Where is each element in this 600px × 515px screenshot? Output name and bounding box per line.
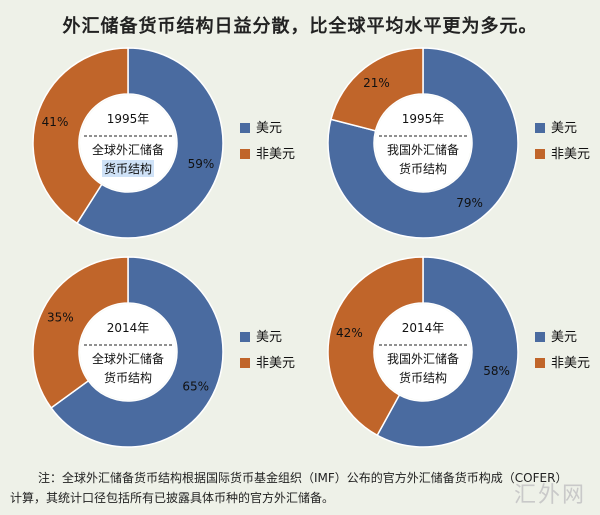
donut-label-line-2: 货币结构 bbox=[399, 370, 447, 385]
usd-slice bbox=[76, 47, 224, 239]
legend-non-usd-label: 非美元 bbox=[551, 147, 590, 162]
legend-usd-label: 美元 bbox=[256, 330, 282, 345]
donut-center bbox=[375, 95, 471, 191]
legend-usd-swatch bbox=[535, 332, 545, 342]
donut-label-line-2: 货币结构 bbox=[399, 161, 447, 176]
label-highlight bbox=[102, 160, 154, 177]
donut-label-line-1: 全球外汇储备 bbox=[92, 142, 164, 157]
footnote-line-2: 计算，其统计口径包括所有已披露具体币种的官方外汇储备。 bbox=[10, 491, 335, 505]
legend-usd-swatch bbox=[240, 123, 250, 133]
donut-label-line-2: 货币结构 bbox=[104, 161, 152, 176]
donut-label-line-1: 我国外汇储备 bbox=[387, 351, 459, 366]
donut-year: 2014年 bbox=[402, 321, 445, 335]
non-usd-slice bbox=[32, 47, 129, 225]
legend-usd-label: 美元 bbox=[551, 121, 577, 136]
usd-slice bbox=[327, 47, 519, 239]
usd-slice bbox=[376, 256, 519, 448]
non-usd-percent-label: 41% bbox=[42, 115, 69, 129]
donut-year: 1995年 bbox=[107, 112, 150, 126]
legend-usd-swatch bbox=[240, 332, 250, 342]
donut-center bbox=[80, 304, 176, 400]
donut-label-line-1: 我国外汇储备 bbox=[387, 142, 459, 157]
legend-non-usd-swatch bbox=[240, 149, 250, 159]
legend-usd-swatch bbox=[535, 123, 545, 133]
donut-center bbox=[375, 304, 471, 400]
non-usd-slice bbox=[327, 256, 424, 437]
non-usd-percent-label: 35% bbox=[47, 310, 74, 324]
footnote: 注：全球外汇储备货币结构根据国际货币基金组织（IMF）公布的官方外汇储备货币构成… bbox=[10, 468, 590, 508]
footnote-line-1: 注：全球外汇储备货币结构根据国际货币基金组织（IMF）公布的官方外汇储备货币构成… bbox=[38, 471, 568, 485]
usd-percent-label: 65% bbox=[182, 380, 209, 394]
page-title: 外汇储备货币结构日益分散，比全球平均水平更为多元。 bbox=[62, 16, 538, 37]
usd-slice bbox=[50, 256, 224, 448]
legend-non-usd-swatch bbox=[535, 358, 545, 368]
non-usd-slice bbox=[330, 47, 424, 132]
legend-usd-label: 美元 bbox=[256, 121, 282, 136]
donut-label-line-1: 全球外汇储备 bbox=[92, 351, 164, 366]
legend-non-usd-swatch bbox=[240, 358, 250, 368]
donut-year: 2014年 bbox=[107, 321, 150, 335]
legend-non-usd-swatch bbox=[535, 149, 545, 159]
non-usd-slice bbox=[32, 256, 129, 409]
legend-non-usd-label: 非美元 bbox=[551, 356, 590, 371]
non-usd-percent-label: 21% bbox=[363, 76, 390, 90]
donut-label-line-2: 货币结构 bbox=[104, 370, 152, 385]
legend-non-usd-label: 非美元 bbox=[256, 147, 295, 162]
watermark: 汇外网 bbox=[513, 483, 586, 508]
usd-percent-label: 79% bbox=[456, 196, 483, 210]
donut-year: 1995年 bbox=[402, 112, 445, 126]
legend-non-usd-label: 非美元 bbox=[256, 356, 295, 371]
usd-percent-label: 59% bbox=[188, 157, 215, 171]
non-usd-percent-label: 42% bbox=[336, 326, 363, 340]
usd-percent-label: 58% bbox=[483, 364, 510, 378]
legend-usd-label: 美元 bbox=[551, 330, 577, 345]
